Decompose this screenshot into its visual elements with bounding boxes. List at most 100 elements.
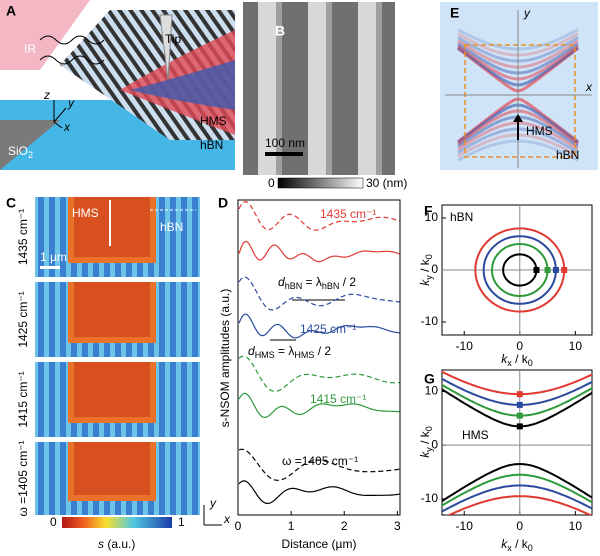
curves [474,227,568,313]
curves [238,200,400,505]
y-axis-label: s-NSOM amplitudes (a.u.) [218,289,232,428]
panel-a: A IR Tip HMS hBN SiO2 z y x [0,0,235,170]
panel-c: C 0 1 s (a.u.) y x 1435 cm⁻¹ 1425 cm⁻¹ 141… [6,195,231,551]
text: s [98,537,104,551]
k-marker [544,267,551,273]
axes-frame [237,199,401,516]
x-tick-label: 10 [569,519,583,533]
series-label: 1425 cm⁻¹ [300,322,356,336]
x-tick-label: -10 [456,519,474,533]
text: d [278,275,285,289]
tip [159,14,173,81]
text: (a.u.) [104,537,135,551]
hms-core [74,442,150,495]
text: 0 [424,254,434,259]
label: SiO2 [8,144,33,160]
label: y [523,6,531,20]
frequency-label: 1425 cm⁻¹ [16,291,30,347]
text: hBN [322,281,340,291]
arrow-head [513,114,523,122]
text: 0 [424,426,434,431]
afm-image [243,2,395,175]
label: 0 [50,515,57,529]
colorbar [62,517,172,528]
panel-d: D s-NSOM amplitudes (a.u.) Distance (µm)… [218,195,401,551]
polariton [130,60,235,110]
x-tick-label: 1 [288,519,295,533]
panel-label: C [6,195,16,211]
y-axis-label: ky / k0 [418,426,434,458]
y-tick-label: -10 [421,491,439,505]
text: hBN [285,281,303,291]
text: x [507,543,512,553]
x-axis-label: kx / k0 [501,537,533,553]
y-tick-label: 0 [431,262,438,276]
sio2 [0,120,60,170]
x-tick-label: 10 [569,339,583,353]
wave [39,35,105,45]
panel-label: G [424,371,435,387]
ir-beam [0,0,90,70]
y-tick-label: 0 [431,437,438,451]
text: 2 [28,150,33,160]
x-tick-label: 2 [341,519,348,533]
label: hBN [450,210,473,224]
hms-core [74,197,150,257]
label: x [223,512,231,526]
scale-bar [265,152,303,156]
label: y [67,96,75,110]
text: HMS [255,350,275,360]
y-tick-label: 10 [425,210,439,224]
hyperbola [442,484,592,513]
label: hBN [556,148,579,162]
axis-arrow [53,107,67,123]
text: 0 [528,358,533,368]
k-marker [533,267,540,273]
text: = λ [275,344,295,358]
profile-curve [238,392,400,418]
text: / k [418,430,432,447]
frequency-label: 1435 cm⁻¹ [16,209,30,265]
hms-core [74,282,150,337]
x-tick-label: 3 [394,519,401,533]
annotation: dhBN = λhBN / 2 [278,275,356,291]
text: y [424,275,434,280]
label: HMS [200,114,227,128]
frequency-label: ω =1405 cm⁻¹ [16,440,30,516]
label: 1 µm [40,250,67,264]
panel-label: B [275,23,285,39]
series-label: 1435 cm⁻¹ [320,207,376,221]
x-tick-label: 0 [516,339,523,353]
label: s (a.u.) [98,537,135,551]
panel-label: D [218,195,228,211]
profile-curve [238,448,400,481]
text: x [507,358,512,368]
label: 0 [268,176,275,190]
label: 100 nm [265,136,305,150]
k-marker [561,267,568,273]
label: HMS [462,428,489,442]
text: k [501,537,508,551]
x-axis-label: Distance (µm) [282,537,357,551]
frequency-label: 1415 cm⁻¹ [16,371,30,427]
label: IR [24,42,36,56]
y-tick-label: -10 [421,314,439,328]
x-tick-label: 0 [516,519,523,533]
text: / 2 [314,344,331,358]
panel-label: A [6,3,16,19]
text: k [501,352,508,366]
text: d [248,344,255,358]
label: y [209,496,217,510]
label: hBN [200,138,223,152]
text: = λ [302,275,322,289]
hyperbola [442,473,592,507]
wave [39,55,105,65]
curves [442,370,592,515]
k-marker [552,267,559,273]
annotation: dHMS = λHMS / 2 [248,344,331,360]
text: SiO [8,144,28,158]
colorbar [277,177,364,189]
